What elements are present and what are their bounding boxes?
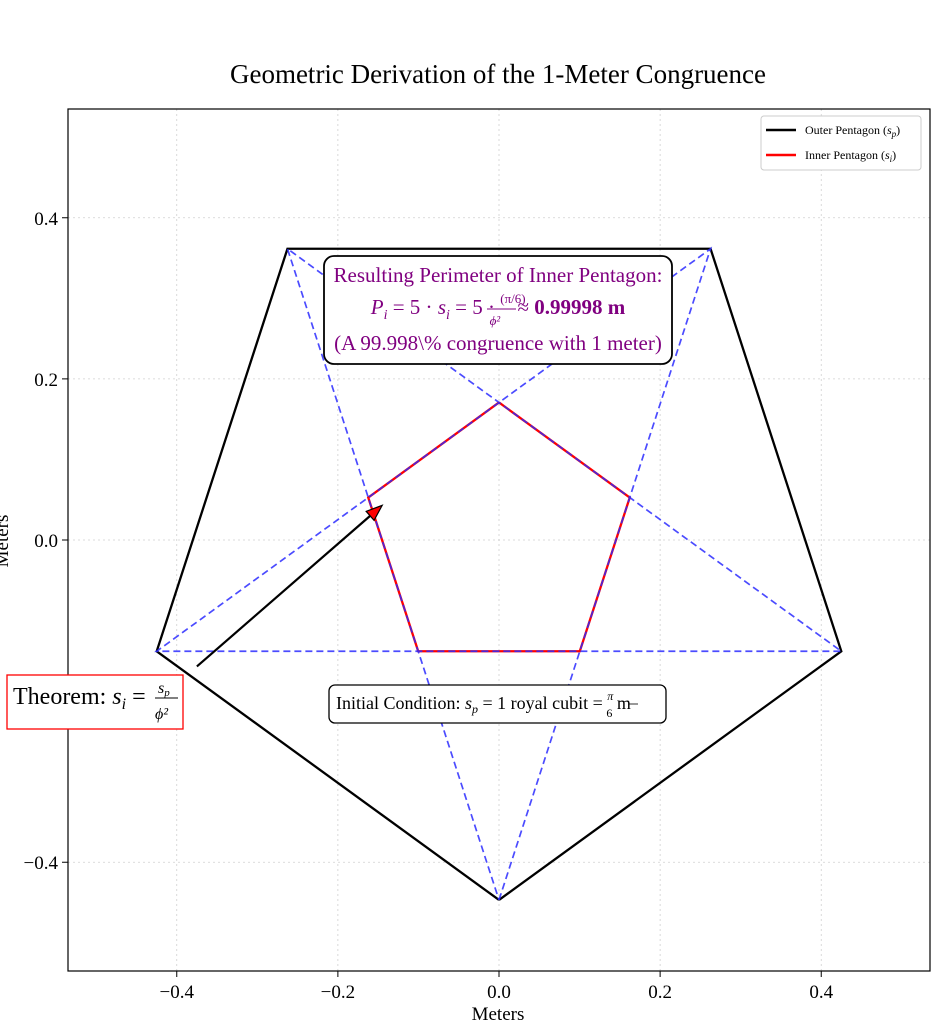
initial-frac-num: π bbox=[607, 689, 614, 703]
theorem-eq: = bbox=[126, 684, 146, 710]
x-tick-label-2: 0.0 bbox=[487, 982, 511, 1003]
perimeter-lhs: P bbox=[370, 295, 384, 319]
x-tick-label-4: 0.4 bbox=[809, 982, 833, 1003]
perimeter-formula: Pi = 5 · si = 5 · (π/6) ϕ² ≈ 0.99998 m bbox=[370, 291, 626, 328]
perimeter-annotation: Resulting Perimeter of Inner Pentagon: P… bbox=[323, 255, 673, 365]
perimeter-var-sub: i bbox=[446, 308, 450, 323]
perimeter-approx: ≈ bbox=[512, 295, 534, 319]
theorem-text: Theorem: si = bbox=[13, 684, 146, 713]
theorem-frac-den: ϕ² bbox=[155, 706, 169, 723]
theorem-frac-num-var: s bbox=[158, 680, 164, 697]
perimeter-var: s bbox=[438, 295, 446, 319]
theorem-frac-num: sp bbox=[158, 680, 170, 699]
theorem-box bbox=[6, 674, 184, 730]
theorem-prefix: Theorem: bbox=[13, 684, 112, 710]
perimeter-mid: = 5 · bbox=[387, 295, 437, 319]
initial-frac-den: 6 bbox=[606, 706, 612, 720]
initial-sub: p bbox=[471, 702, 478, 716]
y-tick-label-3: 0.4 bbox=[34, 209, 58, 230]
arrow-shaft bbox=[196, 515, 371, 668]
perimeter-mid2: = 5 · bbox=[450, 295, 500, 319]
perimeter-line3: (A 99.998\% congruence with 1 meter) bbox=[334, 331, 662, 355]
arrow-head bbox=[365, 504, 384, 522]
perimeter-line1: Resulting Perimeter of Inner Pentagon: bbox=[334, 263, 663, 287]
plot-frame bbox=[67, 108, 931, 972]
y-axis-label: Meters bbox=[0, 515, 13, 568]
initial-condition-box bbox=[328, 684, 667, 724]
grid-lines bbox=[68, 109, 930, 971]
theorem-var: s bbox=[112, 684, 121, 710]
x-axis-ticks: −0.4 −0.2 0.0 0.2 0.4 bbox=[160, 971, 834, 1003]
x-axis-label: Meters bbox=[472, 1004, 525, 1025]
x-tick-label-3: 0.2 bbox=[648, 982, 672, 1003]
perimeter-lhs-sub: i bbox=[384, 308, 388, 323]
series-line-2 bbox=[154, 246, 844, 901]
legend-box bbox=[760, 115, 922, 171]
legend-label-inner: Inner Pentagon (si) bbox=[805, 148, 896, 164]
perimeter-frac-den: ϕ² bbox=[490, 313, 502, 328]
x-tick-label-0: −0.4 bbox=[160, 982, 195, 1003]
theorem-arrow bbox=[196, 504, 384, 668]
initial-var: s bbox=[465, 693, 472, 713]
x-tick-label-1: −0.2 bbox=[321, 982, 355, 1003]
theorem-sub: i bbox=[122, 696, 126, 713]
initial-prefix: Initial Condition: bbox=[336, 693, 465, 713]
perimeter-frac-num: (π/6) bbox=[500, 291, 525, 306]
y-tick-label-2: 0.2 bbox=[34, 370, 58, 391]
initial-unit: m bbox=[612, 693, 631, 713]
y-tick-label-0: −0.4 bbox=[24, 853, 59, 874]
y-tick-label-1: 0.0 bbox=[34, 531, 58, 552]
legend: Outer Pentagon (sp) Inner Pentagon (si) bbox=[760, 115, 922, 171]
perimeter-result: 0.99998 m bbox=[534, 295, 626, 319]
initial-mid: = 1 royal cubit = bbox=[478, 693, 607, 713]
series-group bbox=[154, 246, 844, 901]
initial-condition-text: Initial Condition: sp = 1 royal cubit = … bbox=[336, 689, 631, 720]
chart-title: Geometric Derivation of the 1-Meter Cong… bbox=[230, 59, 766, 89]
theorem-annotation: Theorem: si = sp ϕ² bbox=[6, 674, 184, 730]
y-axis-ticks: −0.4 0.0 0.2 0.4 bbox=[24, 209, 68, 874]
theorem-frac-num-sub: p bbox=[163, 687, 170, 699]
legend-label-outer: Outer Pentagon (sp) bbox=[805, 123, 900, 139]
initial-condition-annotation: Initial Condition: sp = 1 royal cubit = … bbox=[328, 684, 667, 724]
perimeter-box bbox=[323, 255, 673, 365]
series-line-0 bbox=[155, 247, 843, 901]
